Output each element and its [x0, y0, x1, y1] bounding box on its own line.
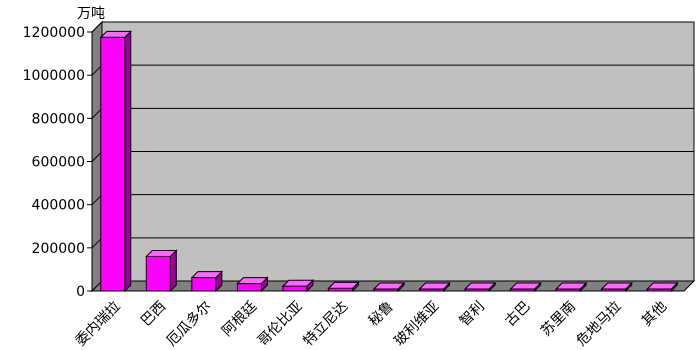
bar-top: [509, 282, 542, 290]
bar-front: [601, 288, 627, 292]
bar-top: [145, 249, 178, 257]
bar-front: [100, 36, 126, 292]
bar-front: [282, 285, 308, 292]
x-tick-label-11: 危地马拉: [574, 299, 625, 350]
bar-front: [464, 288, 490, 292]
y-tick-label-3: 600000: [32, 155, 85, 171]
bar-11: [600, 281, 633, 293]
bar-front: [646, 288, 672, 292]
bar-front: [555, 288, 581, 292]
x-tick-label-3: 阿根廷: [219, 299, 260, 340]
y-tick-label-2: 400000: [32, 198, 85, 214]
bar-top: [463, 282, 497, 290]
bar-top: [372, 282, 406, 290]
bar-top: [327, 281, 360, 289]
x-tick-label-1: 巴西: [138, 299, 169, 330]
bar-1: [145, 249, 178, 293]
x-tick-label-8: 智利: [457, 299, 488, 330]
x-tick-label-10: 苏里南: [538, 299, 579, 340]
bar-10: [554, 281, 588, 293]
bar-front: [510, 288, 536, 292]
unit-label: 万吨: [77, 6, 105, 22]
bar-front: [236, 283, 262, 292]
bar-front: [327, 287, 353, 292]
bar-0: [99, 30, 132, 293]
gridline-6: [91, 21, 103, 33]
bar-side: [169, 249, 177, 293]
bar-top: [190, 271, 224, 279]
bar-9: [509, 281, 542, 293]
bar-side: [124, 30, 132, 293]
y-axis-ticks: 0 200000 400000 600000 800000 1000000 1200000: [23, 25, 92, 300]
bar-12: [646, 281, 679, 293]
bar-front: [373, 288, 399, 292]
x-tick-label-12: 其他: [639, 299, 670, 330]
bars: [99, 30, 679, 293]
bar-top: [646, 282, 679, 290]
x-tick-label-4: 哥伦比亚: [255, 299, 306, 350]
bar-5: [327, 281, 360, 293]
y-tick-label-4: 800000: [32, 111, 85, 127]
bar-front: [145, 255, 171, 292]
bar-front: [191, 277, 217, 292]
y-tick-label-5: 1000000: [23, 68, 85, 84]
bar-2: [190, 270, 224, 293]
y-tick-label-0: 0: [76, 284, 85, 300]
bar-8: [463, 281, 497, 293]
bar-front: [419, 288, 445, 292]
x-tick-label-7: 玻利维亚: [391, 299, 442, 350]
bar-top: [281, 279, 315, 287]
x-tick-label-2: 厄瓜多尔: [163, 298, 215, 350]
y-tick-label-6: 1200000: [23, 25, 85, 41]
x-tick-label-6: 秘鲁: [366, 299, 397, 330]
bar-top: [236, 277, 269, 285]
x-tick-label-9: 古巴: [502, 299, 533, 330]
bar-3: [236, 276, 269, 293]
x-tick-label-5: 特立尼达: [300, 299, 351, 350]
bar-top: [99, 30, 132, 38]
x-tick-label-0: 委内瑞拉: [73, 299, 124, 350]
bar-top: [600, 282, 633, 290]
bar-top: [554, 282, 588, 290]
bar-4: [281, 279, 315, 293]
bar-6: [372, 281, 406, 293]
bar-7: [418, 281, 451, 293]
bar-top: [418, 282, 451, 290]
y-tick-label-1: 200000: [32, 241, 85, 257]
